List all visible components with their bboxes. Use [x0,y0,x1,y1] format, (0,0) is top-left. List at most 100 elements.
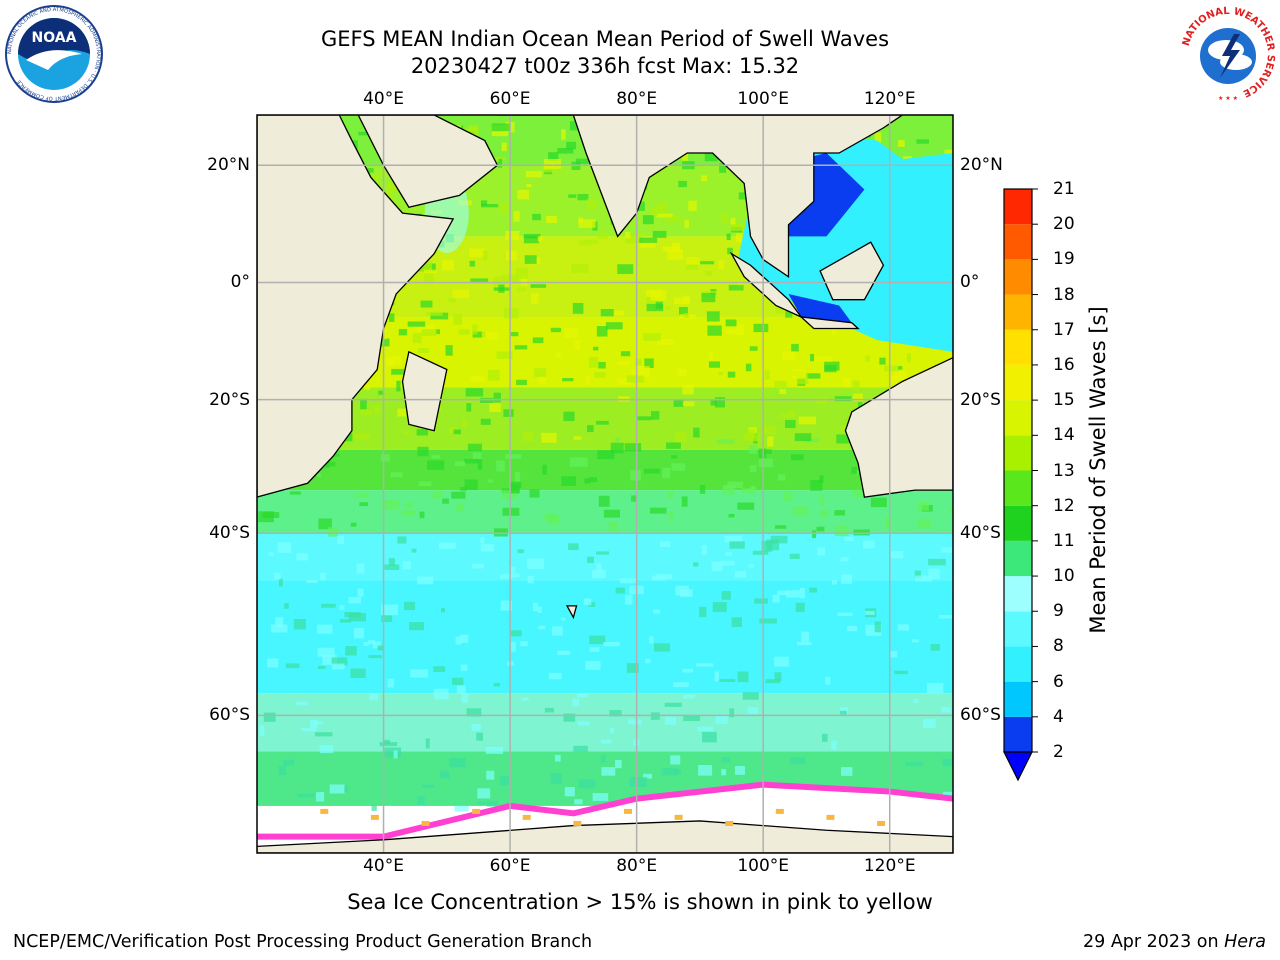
field-speckle [704,151,718,162]
field-speckle [283,759,295,766]
field-speckle [493,392,501,403]
field-speckle [364,384,370,391]
field-speckle [532,213,542,221]
field-speckle [941,547,953,553]
field-speckle [700,261,715,265]
field-speckle [465,388,484,397]
field-speckle [578,779,596,789]
lon-label-top: 100°E [737,89,790,109]
field-speckle [318,518,332,530]
field-speckle [631,495,638,502]
field-speckle [587,556,594,564]
field-speckle [749,346,758,351]
colorbar-tick-label: 10 [1053,566,1075,587]
field-speckle [278,766,287,776]
field-speckle [472,324,478,335]
field-speckle [472,331,486,338]
field-speckle [460,634,469,643]
colorbar-segment [1004,329,1032,365]
field-speckle [600,309,614,317]
field-speckle [460,487,467,491]
field-speckle [596,326,608,337]
field-speckle [844,536,854,542]
field-speckle [448,297,457,303]
field-speckle [858,401,863,409]
field-speckle [671,455,678,459]
field-speckle [776,590,788,596]
field-speckle [493,528,508,537]
field-speckle [657,339,674,346]
field-speckle [467,443,482,452]
field-speckle [596,420,609,425]
field-speckle [296,553,308,561]
field-speckle [483,250,488,261]
field-speckle [417,347,429,354]
field-speckle [809,587,818,593]
field-speckle [926,682,944,694]
field-speckle [432,494,440,499]
field-speckle [577,193,589,201]
field-speckle [681,496,688,507]
antarctica-landmass [257,820,953,853]
field-speckle [928,568,940,580]
field-speckle [737,671,749,683]
field-speckle [327,527,338,537]
field-speckle [847,625,858,632]
field-speckle [698,765,713,776]
colorbar-tick-label: 9 [1053,601,1064,622]
field-speckle [761,540,773,552]
lat-label-left: 20°N [207,155,250,176]
field-speckle [683,313,689,318]
field-speckle [721,757,731,763]
field-speckle [568,194,577,198]
colorbar-underflow-arrow [1003,751,1033,782]
field-speckle [331,657,348,666]
field-speckle [721,769,727,776]
map-frame [256,114,954,854]
field-speckle [505,454,522,459]
field-speckle [550,773,562,785]
field-speckle [388,313,395,322]
field-speckle [796,641,812,646]
field-speckle [259,725,265,736]
field-speckle [538,376,546,384]
colorbar-segment [1004,716,1032,752]
field-speckle [680,589,693,597]
field-speckle [556,351,561,359]
field-speckle [705,270,712,276]
field-speckle [289,491,301,495]
field-speckle [725,328,743,335]
field-speckle [513,210,520,222]
field-speckle [410,669,429,678]
field-speckle [588,356,599,368]
field-speckle [295,701,308,706]
field-speckle [774,672,782,682]
field-speckle [589,647,600,652]
field-speckle [780,413,795,418]
java-landmass [799,316,860,330]
field-speckle [522,431,534,441]
field-speckle [653,609,660,614]
field-speckle [532,337,544,344]
lon-label-bottom: 40°E [363,856,404,876]
field-speckle [748,429,756,439]
field-speckle [537,606,542,613]
lon-label-bottom: 80°E [616,856,658,876]
field-speckle [730,218,736,225]
sea-ice-yellow-patch [522,814,531,820]
colorbar-tick-label: 4 [1053,706,1064,727]
field-speckle [735,765,745,775]
field-speckle [749,465,757,472]
field-speckle [639,239,656,248]
field-speckle [557,650,571,655]
field-speckle [645,658,651,664]
field-speckle [329,784,345,794]
field-speckle [605,322,623,330]
colorbar-segment [1004,681,1032,717]
field-speckle [898,366,903,370]
field-speckle [679,307,688,316]
field-speckle [653,643,671,652]
field-speckle [420,300,433,308]
field-speckle [537,236,543,242]
field-speckle [810,480,823,491]
